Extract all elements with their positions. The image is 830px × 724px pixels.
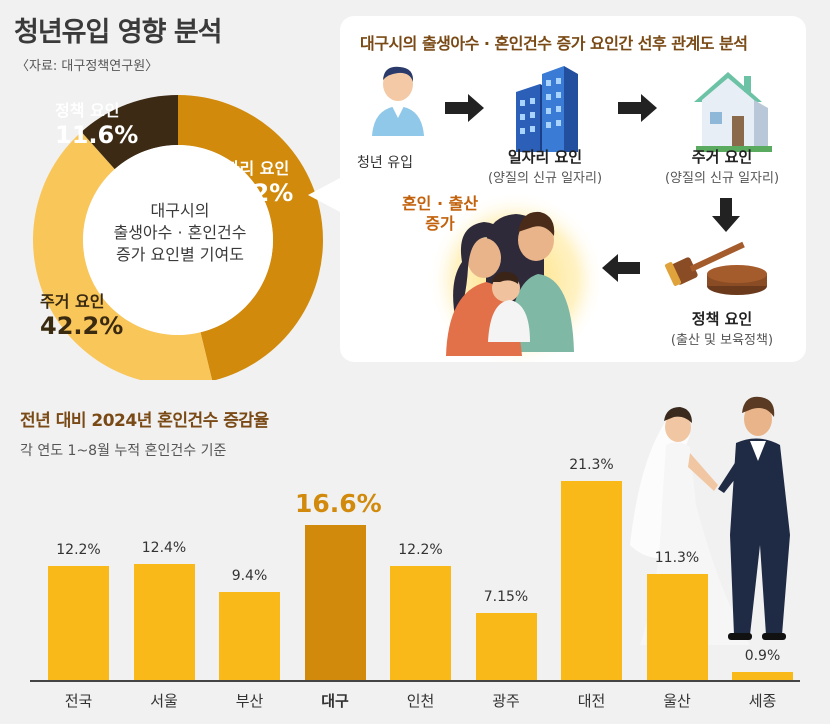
donut-center-line-1: 대구시의 (150, 201, 210, 220)
bar-value-label-6: 21.3% (569, 456, 614, 473)
flow-node-job-label: 일자리 요인 (507, 148, 583, 166)
arrow-left-icon (602, 254, 640, 282)
bar-value-label-3: 16.6% (295, 488, 382, 518)
flow-node-marriage-line1: 혼인 · 출산 (401, 194, 479, 213)
bar-category-label-0: 전국 (64, 692, 93, 710)
arrow-right-icon (618, 94, 657, 122)
donut-slice-job (178, 95, 323, 380)
bar-1 (133, 563, 195, 680)
donut-label-policy-pct: 11.6% (55, 121, 139, 149)
donut-chart (33, 95, 323, 380)
speech-pointer (308, 178, 340, 212)
bar-7 (646, 574, 708, 680)
flow-node-job-sub: (양질의 신규 일자리) (487, 171, 603, 186)
bar-value-label-1: 12.4% (141, 539, 187, 556)
bar-category-label-2: 부산 (235, 692, 264, 710)
arrow-down-icon (712, 198, 740, 232)
flow-node-policy: 정책 요인 (출산 및 보육정책) (652, 308, 792, 348)
flow-node-policy-label: 정책 요인 (691, 310, 753, 328)
donut-label-housing: 주거 요인 42.2% (40, 288, 123, 340)
bar-4 (390, 565, 451, 680)
donut-label-job: 일자리 요인 46.2% (210, 155, 293, 207)
donut-label-job-name: 일자리 요인 (210, 159, 290, 178)
bar-chart-title: 전년 대비 2024년 혼인건수 증감율 (20, 411, 269, 431)
flow-node-marriage-line2: 증가 (425, 214, 455, 233)
donut-center-line-2: 출생아수 · 혼인건수 (113, 223, 247, 242)
donut-slices (33, 95, 323, 380)
flow-node-youth: 청년 유입 (345, 152, 425, 172)
flow-node-youth-label: 청년 유입 (357, 155, 413, 171)
bar-3 (304, 524, 366, 680)
bar-2 (219, 591, 280, 680)
bar-value-label-0: 12.2% (56, 541, 101, 558)
arrow-right-icon (445, 94, 484, 122)
donut-label-policy-name: 정책 요인 (55, 101, 120, 120)
bar-6 (561, 480, 622, 680)
flow-node-policy-sub: (출산 및 보육정책) (670, 333, 774, 348)
bar-0 (48, 565, 109, 680)
family-icon (428, 192, 604, 362)
donut-center-text: 대구시의 출생아수 · 혼인건수 증가 요인별 기여도 (70, 200, 290, 266)
bar-5 (475, 613, 537, 680)
bar-category-label-5: 광주 (492, 692, 520, 710)
bar-value-label-4: 12.2% (398, 541, 443, 558)
office-building-icon (516, 66, 578, 152)
source-note: 〈자료: 대구정책연구원〉 (16, 59, 159, 74)
donut-center-line-3: 증가 요인별 기여도 (116, 245, 244, 264)
bar-category-label-6: 대전 (577, 692, 606, 710)
bar-value-label-7: 11.3% (654, 550, 700, 567)
bar-category-label-8: 세종 (748, 692, 777, 710)
flow-node-housing: 주거 요인 (양질의 신규 일자리) (644, 146, 800, 186)
bar-value-label-8: 0.9% (744, 647, 781, 664)
page-title: 청년유입 영향 분석 (14, 17, 223, 48)
flow-graphics (372, 66, 772, 362)
flow-title: 대구시의 출생아수 · 혼인건수 증가 요인간 선후 관계도 분석 (360, 34, 748, 53)
gavel-icon (664, 241, 767, 295)
bar-chart-subtitle: 각 연도 1~8월 누적 혼인건수 기준 (20, 443, 227, 459)
bar-category-label-3: 대구 (321, 692, 349, 710)
flow-node-housing-label: 주거 요인 (691, 148, 753, 166)
bar-value-label-2: 9.4% (231, 567, 268, 584)
donut-label-policy: 정책 요인 11.6% (55, 97, 138, 149)
bar-category-label-1: 서울 (150, 692, 178, 710)
bar-8 (732, 671, 793, 680)
bar-value-label-5: 7.15% (483, 589, 529, 606)
flow-node-job: 일자리 요인 (양질의 신규 일자리) (470, 146, 620, 186)
bar-chart-baseline (30, 680, 800, 682)
house-icon (694, 72, 772, 152)
bar-category-label-7: 울산 (663, 692, 691, 710)
flow-node-housing-sub: (양질의 신규 일자리) (664, 171, 780, 186)
donut-hole (83, 145, 273, 335)
donut-label-job-pct: 46.2% (210, 179, 294, 207)
donut-label-housing-pct: 42.2% (40, 312, 124, 340)
donut-slice-housing (33, 131, 213, 380)
donut-label-housing-name: 주거 요인 (40, 292, 105, 311)
bar-category-label-4: 인천 (406, 692, 435, 710)
flow-node-marriage: 혼인 · 출산 증가 (385, 194, 495, 234)
person-icon (372, 66, 424, 136)
donut-slice-policy (81, 95, 178, 170)
